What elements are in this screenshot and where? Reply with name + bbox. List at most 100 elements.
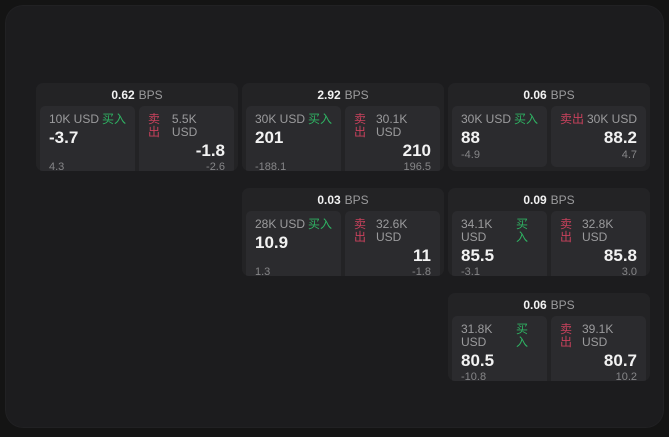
bps-header: 0.09 BPS <box>448 188 650 211</box>
sell-price: 210 <box>402 141 431 161</box>
sell-notional: 30.1K USD <box>376 112 408 140</box>
buy-price: 201 <box>255 128 284 148</box>
bps-value: 0.06 <box>523 297 547 312</box>
buy-notional: 28K USD <box>255 217 306 231</box>
sell-tile-top: 卖出 30K USD <box>560 112 637 126</box>
sell-notional: 32.8K USD <box>582 217 614 245</box>
bps-header: 0.62 BPS <box>36 83 238 106</box>
quote-card-body: 30K USD 买入 201 -188.1 卖出 30.1K USD 210 1… <box>242 106 444 171</box>
buy-tile[interactable]: 30K USD 买入 88 -4.9 <box>452 106 547 167</box>
buy-tile[interactable]: 31.8K USD 买入 80.5 -10.8 <box>452 316 547 381</box>
buy-tile-top: 30K USD 买入 <box>255 112 332 126</box>
bps-unit-label: BPS <box>550 192 575 207</box>
bps-value: 2.92 <box>317 87 341 102</box>
buy-label: 买入 <box>307 217 332 231</box>
quote-card: 0.62 BPS 10K USD 买入 -3.7 4.3 卖出 5.5K USD <box>36 83 238 171</box>
buy-notional: 31.8K USD <box>461 322 493 350</box>
bps-header: 0.03 BPS <box>242 188 444 211</box>
sell-change: -2.6 <box>206 161 225 171</box>
sell-tile[interactable]: 卖出 32.8K USD 85.8 3.0 <box>551 211 646 276</box>
buy-tile-top: 31.8K USD 买入 <box>461 322 538 350</box>
quote-card: 0.09 BPS 34.1K USD 买入 85.5 -3.1 卖出 32.8K… <box>448 188 650 276</box>
sell-tile-top: 卖出 30.1K USD <box>354 112 431 140</box>
sell-label: 卖出 <box>560 112 585 126</box>
sell-change: -1.8 <box>412 266 431 276</box>
buy-change: -10.8 <box>461 371 487 381</box>
buy-notional: 30K USD <box>461 112 512 126</box>
sell-change: 3.0 <box>621 266 637 276</box>
sell-tile-top: 卖出 5.5K USD <box>148 112 225 140</box>
sell-notional: 32.6K USD <box>376 217 408 245</box>
buy-change: 4.3 <box>49 161 65 171</box>
quote-card: 0.06 BPS 31.8K USD 买入 80.5 -10.8 卖出 39.1… <box>448 293 650 381</box>
bps-unit-label: BPS <box>138 87 163 102</box>
buy-label: 买入 <box>513 112 538 126</box>
quote-card-body: 10K USD 买入 -3.7 4.3 卖出 5.5K USD -1.8 -2.… <box>36 106 238 171</box>
buy-price: 85.5 <box>461 246 495 266</box>
bps-unit-label: BPS <box>550 87 575 102</box>
sell-tile[interactable]: 卖出 5.5K USD -1.8 -2.6 <box>139 106 234 171</box>
sell-label: 卖出 <box>354 112 367 140</box>
buy-tile[interactable]: 10K USD 买入 -3.7 4.3 <box>40 106 135 171</box>
buy-label: 买入 <box>516 217 529 245</box>
sell-change: 10.2 <box>615 371 637 381</box>
buy-notional: 34.1K USD <box>461 217 493 245</box>
bps-unit-label: BPS <box>344 87 369 102</box>
bps-value: 0.03 <box>317 192 341 207</box>
sell-change: 4.7 <box>621 148 637 161</box>
buy-label: 买入 <box>516 322 529 350</box>
sell-tile[interactable]: 卖出 30K USD 88.2 4.7 <box>551 106 646 167</box>
sell-tile-top: 卖出 32.6K USD <box>354 217 431 245</box>
bps-value: 0.62 <box>111 87 135 102</box>
sell-price: 88.2 <box>603 128 637 148</box>
buy-price: -3.7 <box>49 128 79 148</box>
bps-unit-label: BPS <box>344 192 369 207</box>
sell-price: 80.7 <box>603 351 637 371</box>
sell-tile[interactable]: 卖出 39.1K USD 80.7 10.2 <box>551 316 646 381</box>
buy-notional: 10K USD <box>49 112 100 126</box>
sell-price: 11 <box>413 246 431 266</box>
buy-tile[interactable]: 30K USD 买入 201 -188.1 <box>246 106 341 171</box>
buy-tile-top: 34.1K USD 买入 <box>461 217 538 245</box>
sell-tile[interactable]: 卖出 30.1K USD 210 196.5 <box>345 106 440 171</box>
sell-notional: 5.5K USD <box>171 112 198 140</box>
sell-label: 卖出 <box>148 112 161 140</box>
buy-change: -4.9 <box>461 148 480 161</box>
buy-tile-top: 28K USD 买入 <box>255 217 332 231</box>
sell-price: -1.8 <box>195 141 225 161</box>
quote-board: 0.62 BPS 10K USD 买入 -3.7 4.3 卖出 5.5K USD <box>36 83 650 381</box>
bps-value: 0.06 <box>523 87 547 102</box>
buy-price: 10.9 <box>255 233 289 253</box>
sell-tile-top: 卖出 39.1K USD <box>560 322 637 350</box>
sell-change: 196.5 <box>403 161 431 171</box>
quote-card-body: 30K USD 买入 88 -4.9 卖出 30K USD 88.2 4.7 <box>448 106 650 171</box>
bps-header: 0.06 BPS <box>448 83 650 106</box>
sell-label: 卖出 <box>560 217 573 245</box>
buy-price: 80.5 <box>461 351 495 371</box>
buy-change: -188.1 <box>255 161 287 171</box>
sell-notional: 30K USD <box>586 112 637 126</box>
sell-tile-top: 卖出 32.8K USD <box>560 217 637 245</box>
bps-header: 2.92 BPS <box>242 83 444 106</box>
buy-tile[interactable]: 34.1K USD 买入 85.5 -3.1 <box>452 211 547 276</box>
buy-tile[interactable]: 28K USD 买入 10.9 1.3 <box>246 211 341 276</box>
sell-notional: 39.1K USD <box>582 322 614 350</box>
bps-unit-label: BPS <box>550 297 575 312</box>
quote-card-body: 28K USD 买入 10.9 1.3 卖出 32.6K USD 11 -1.8 <box>242 211 444 276</box>
sell-label: 卖出 <box>354 217 367 245</box>
buy-label: 买入 <box>101 112 126 126</box>
buy-change: -3.1 <box>461 266 480 276</box>
buy-price: 88 <box>461 128 480 148</box>
sell-price: 85.8 <box>603 246 637 266</box>
quote-card-body: 34.1K USD 买入 85.5 -3.1 卖出 32.8K USD 85.8… <box>448 211 650 276</box>
bps-header: 0.06 BPS <box>448 293 650 316</box>
buy-tile-top: 10K USD 买入 <box>49 112 126 126</box>
quote-card: 0.03 BPS 28K USD 买入 10.9 1.3 卖出 32.6K US… <box>242 188 444 276</box>
sell-tile[interactable]: 卖出 32.6K USD 11 -1.8 <box>345 211 440 276</box>
buy-label: 买入 <box>307 112 332 126</box>
bps-value: 0.09 <box>523 192 547 207</box>
quote-card-body: 31.8K USD 买入 80.5 -10.8 卖出 39.1K USD 80.… <box>448 316 650 381</box>
quote-card: 0.06 BPS 30K USD 买入 88 -4.9 卖出 30K USD <box>448 83 650 171</box>
sell-label: 卖出 <box>560 322 573 350</box>
buy-change: 1.3 <box>255 266 271 276</box>
